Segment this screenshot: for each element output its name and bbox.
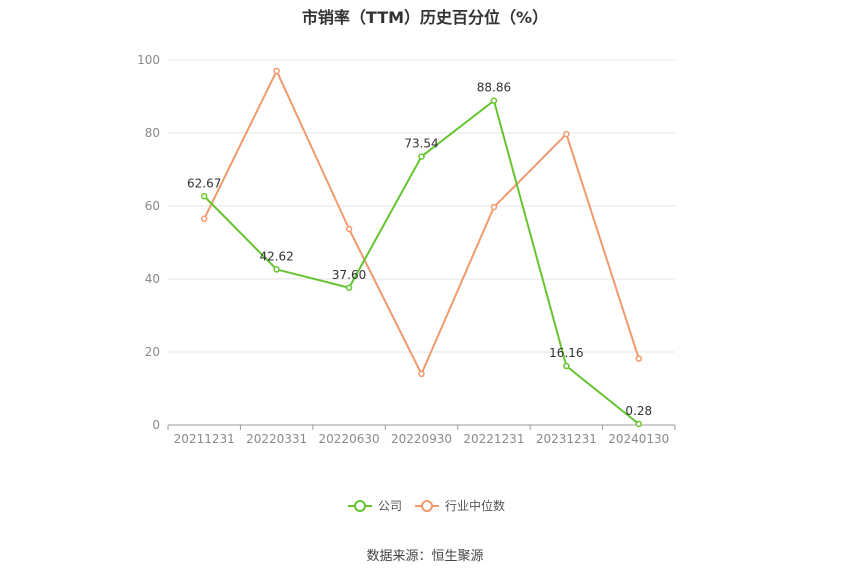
data-point[interactable] [345, 284, 353, 292]
grid-lines [168, 59, 675, 353]
legend-marker [421, 500, 433, 512]
y-tick-label: 80 [145, 126, 160, 140]
legend-item-industry[interactable]: 行业中位数 [415, 498, 505, 513]
data-label: 42.62 [259, 249, 293, 263]
data-point[interactable] [418, 153, 425, 160]
x-axis: 20211231 20220331 20220630 20220930 20221231… [167, 424, 676, 446]
data-point[interactable] [418, 370, 425, 378]
x-tick-label: 20221231 [463, 432, 524, 446]
data-point[interactable] [273, 67, 280, 75]
data-label: 73.54 [404, 137, 438, 151]
y-tick-label: 100 [137, 53, 160, 67]
x-tick-label: 20240130 [608, 432, 669, 446]
data-label: 16.16 [549, 346, 583, 360]
y-axis: 0 20 40 60 80 100 [137, 53, 160, 432]
legend[interactable]: 公司 行业中位数 [348, 498, 505, 513]
y-tick-label: 40 [145, 272, 160, 286]
legend-label: 公司 [378, 499, 402, 513]
x-tick-label: 20211231 [174, 432, 235, 446]
data-label: 62.67 [187, 176, 221, 190]
x-tick-label: 20220331 [246, 432, 307, 446]
series-line-industry [203, 69, 640, 375]
data-source: 数据来源：恒生聚源 [366, 549, 484, 564]
data-point[interactable] [563, 130, 570, 138]
y-tick-label: 20 [145, 345, 160, 359]
data-label: 37.60 [332, 268, 366, 282]
data-labels: 62.67 42.62 37.60 73.54 88.86 16.16 0.28 [187, 81, 652, 418]
x-tick-label: 20220630 [319, 432, 380, 446]
legend-marker [354, 500, 366, 512]
y-tick-label: 60 [145, 199, 160, 213]
legend-label: 行业中位数 [445, 498, 505, 513]
data-point[interactable] [563, 362, 570, 370]
x-tick-label: 20220930 [391, 432, 452, 446]
series-group [200, 67, 643, 428]
chart-title: 市销率（TTM）历史百分位（%） [301, 8, 549, 27]
data-point[interactable] [490, 203, 498, 211]
data-point[interactable] [273, 266, 280, 273]
legend-item-company[interactable]: 公司 [348, 499, 402, 513]
data-label: 88.86 [477, 81, 511, 95]
x-tick-label: 20231231 [536, 432, 597, 446]
data-point[interactable] [200, 193, 208, 200]
data-point[interactable] [200, 215, 208, 223]
data-point[interactable] [635, 355, 643, 362]
data-point[interactable] [490, 97, 498, 104]
data-point[interactable] [635, 420, 643, 428]
data-label: 0.28 [625, 404, 652, 418]
y-tick-label: 0 [152, 418, 160, 432]
data-point[interactable] [345, 225, 353, 233]
